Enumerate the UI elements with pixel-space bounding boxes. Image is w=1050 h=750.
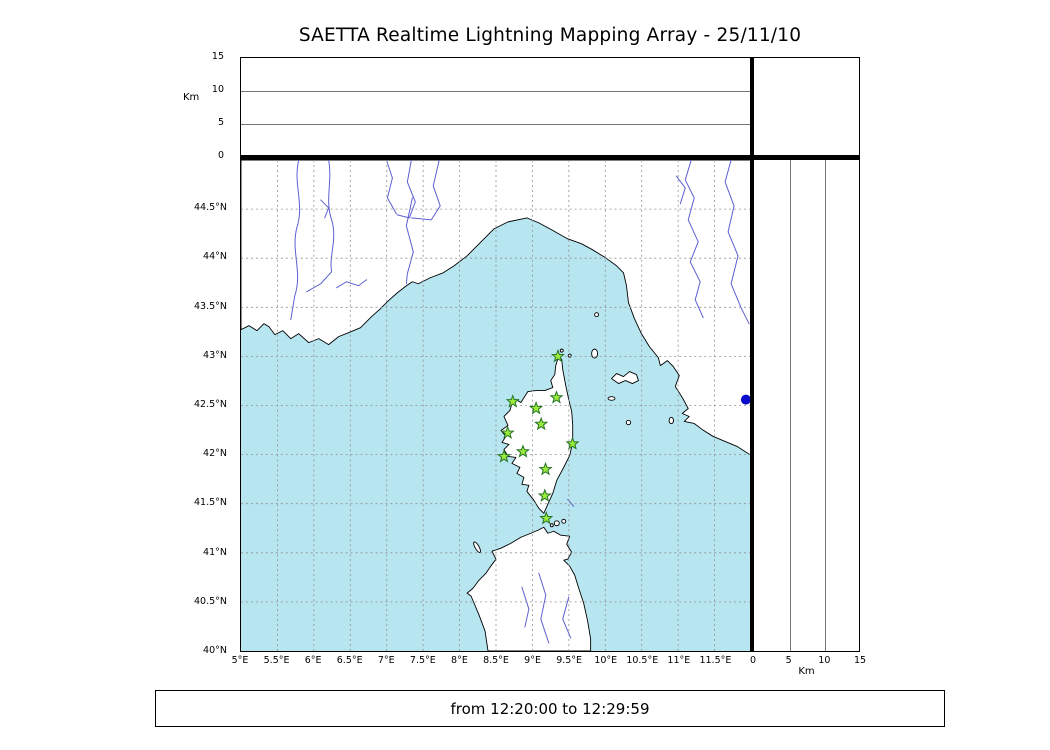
lon-tick-label: 9.5°E (556, 655, 583, 666)
lat-tick-label: 44.5°N (193, 202, 227, 214)
station-marker (500, 425, 515, 439)
altitude-gridline-10km (241, 91, 751, 92)
montecristo-island (625, 419, 632, 426)
lon-tick-label: 7.5°E (409, 655, 436, 666)
altitude-tick-label: 0 (217, 150, 224, 161)
asinara-island (473, 541, 481, 553)
station-marker (529, 401, 544, 415)
giraglia-islet (559, 348, 564, 353)
river (306, 160, 335, 293)
station-marker (538, 461, 553, 476)
river (538, 572, 550, 644)
lat-tick-label: 43°N (203, 349, 227, 361)
mainland-coast (241, 160, 751, 456)
time-range-text: from 12:20:00 to 12:29:59 (450, 699, 650, 718)
longitude-axis-labels: 5°E 5.5°E 6°E 6.5°E 7°E 7.5°E 8°E 8.5°E 9°E 9.5°E… (232, 653, 752, 669)
km-unit-label-bottom: Km (798, 666, 815, 677)
altitude-gridline-5km-vertical (790, 160, 791, 651)
river (724, 160, 750, 325)
maddalena-island (553, 520, 560, 527)
station-marker (550, 348, 565, 363)
altitude-axis-labels: 15 10 5 0 (150, 51, 230, 161)
km-tick-label: 5 (785, 655, 792, 666)
river (521, 586, 530, 628)
km-tick-label: 0 (749, 655, 757, 666)
map-svg (241, 160, 751, 651)
lon-tick-label: 11.5°E (699, 655, 732, 666)
lon-tick-label: 10.5°E (626, 655, 659, 666)
grid-layer (241, 160, 751, 651)
station-layer (496, 348, 580, 525)
km-tick-label: 10 (818, 655, 831, 666)
map-panel (240, 159, 752, 652)
station-marker (515, 444, 531, 458)
km-axis-labels: 0 5 10 15 (749, 653, 866, 669)
river (405, 197, 414, 285)
lat-tick-label: 44°N (203, 251, 227, 263)
altitude-histogram-panel (753, 57, 860, 156)
altitude-gridline-5km (241, 124, 751, 125)
pianosa-island (607, 396, 616, 401)
river (562, 596, 572, 639)
lat-tick-label: 42°N (203, 448, 227, 460)
gorgona-island (594, 312, 600, 318)
detection-marker (740, 394, 751, 405)
station-marker (565, 436, 580, 450)
lat-tick-label: 40°N (203, 645, 227, 656)
km-unit-label-top: Km (183, 92, 200, 103)
lat-tick-label: 41.5°N (193, 497, 227, 509)
lon-tick-label: 9°E (524, 655, 541, 666)
lon-tick-label: 6°E (304, 655, 322, 666)
river-layer (290, 160, 750, 644)
zero-altitude-axis-vertical (750, 57, 754, 652)
lon-tick-label: 7°E (377, 655, 395, 666)
lon-tick-label: 10°E (594, 655, 618, 666)
altitude-latitude-panel (753, 159, 860, 652)
altitude-tick-label: 15 (211, 51, 224, 62)
station-marker (534, 416, 549, 431)
river (684, 160, 704, 319)
latitude-axis-labels: 44.5°N 44°N 43.5°N 43°N 42.5°N 42°N 41.5°N 41°N… (153, 159, 233, 656)
lat-tick-label: 42.5°N (193, 399, 227, 410)
station-marker (539, 511, 554, 525)
elba-island (611, 371, 639, 384)
lat-tick-label: 40.5°N (193, 595, 227, 607)
zero-altitude-axis-horizontal (240, 156, 860, 159)
detection-layer (740, 394, 751, 405)
maddalena-island-3 (549, 523, 554, 528)
station-marker (537, 488, 552, 502)
altitude-longitude-panel (240, 57, 752, 156)
lat-tick-label: 43.5°N (193, 300, 227, 312)
river (385, 160, 397, 215)
river (336, 279, 368, 289)
lon-tick-label: 5.5°E (263, 655, 290, 666)
lon-tick-label: 5°E (231, 655, 249, 666)
station-marker (549, 390, 564, 404)
km-tick-label: 15 (853, 655, 867, 666)
river (396, 160, 416, 219)
lon-tick-label: 6.5°E (336, 655, 363, 666)
river (675, 175, 686, 205)
station-marker (505, 394, 520, 408)
lon-tick-label: 8°E (451, 655, 468, 666)
river (320, 199, 330, 219)
river (290, 160, 301, 321)
altitude-tick-label: 5 (217, 117, 224, 128)
lon-tick-label: 11°E (667, 655, 691, 666)
page-title: SAETTA Realtime Lightning Mapping Array … (298, 25, 802, 46)
lat-tick-label: 41°N (203, 546, 227, 558)
sardinia (466, 526, 592, 651)
station-marker (496, 449, 512, 463)
altitude-gridline-10km-vertical (825, 160, 826, 651)
capraia-island (591, 348, 599, 359)
river (410, 160, 441, 221)
maddalena-island-2 (561, 518, 567, 524)
giglio-island (668, 416, 674, 425)
altitude-tick-label: 10 (211, 84, 224, 95)
lon-tick-label: 8.5°E (483, 655, 509, 666)
time-range-box: from 12:20:00 to 12:29:59 (155, 690, 945, 727)
